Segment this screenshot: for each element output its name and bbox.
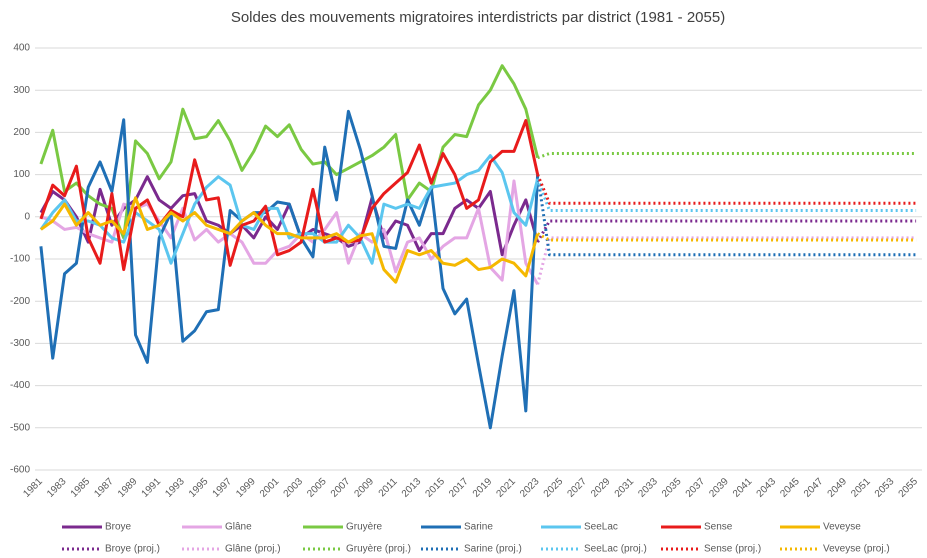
legend-label: Glâne: [225, 522, 252, 533]
legend-item: SeeLac: [541, 522, 618, 533]
legend-label: Veveyse (proj.): [823, 544, 890, 555]
legend-item: Veveyse (proj.): [780, 544, 890, 555]
legend-item: Sarine: [421, 522, 493, 533]
legend-item: Sense: [661, 522, 733, 533]
series-line: [39, 119, 540, 272]
legend-label: Gruyère (proj.): [346, 544, 411, 555]
legend-label: Broye (proj.): [105, 544, 160, 555]
y-tick-label: -300: [10, 338, 30, 349]
legend-item: Veveyse: [780, 522, 861, 533]
series-line: [536, 236, 917, 285]
legend-item: Glâne: [182, 522, 252, 533]
y-tick-label: -200: [10, 296, 30, 307]
legend-item: Broye: [62, 522, 132, 533]
chart-title: Soldes des mouvements migratoires interd…: [231, 9, 725, 26]
legend-label: Sense: [704, 522, 733, 533]
y-tick-label: 200: [13, 127, 30, 138]
legend-item: Glâne (proj.): [182, 544, 281, 555]
y-tick-label: 100: [13, 169, 30, 180]
series-line: [536, 178, 917, 212]
legend-item: Gruyère: [303, 522, 383, 533]
legend-item: Broye (proj.): [62, 544, 160, 555]
legend-item: SeeLac (proj.): [541, 544, 647, 555]
series-line: [536, 232, 917, 242]
series-line: [39, 109, 540, 430]
series-line: [537, 152, 917, 160]
legend-label: Sarine: [464, 522, 493, 533]
y-tick-label: -400: [10, 380, 30, 391]
legend-item: Gruyère (proj.): [303, 544, 411, 555]
legend-label: SeeLac (proj.): [584, 544, 647, 555]
legend-label: Glâne (proj.): [225, 544, 281, 555]
y-tick-label: 400: [13, 43, 30, 54]
y-tick-label: 0: [24, 211, 30, 222]
series-line: [39, 64, 540, 240]
legend-label: SeeLac: [584, 522, 618, 533]
y-tick-label: -500: [10, 422, 30, 433]
y-tick-label: -100: [10, 254, 30, 265]
series-line: [40, 179, 539, 286]
legend-item: Sense (proj.): [661, 544, 761, 555]
y-tick-label: 300: [13, 85, 30, 96]
legend-label: Sense (proj.): [704, 544, 761, 555]
series-line: [536, 219, 917, 243]
legend-item: Sarine (proj.): [421, 544, 522, 555]
legend-label: Broye: [105, 522, 132, 533]
legend-label: Sarine (proj.): [464, 544, 522, 555]
legend-label: Gruyère: [346, 522, 383, 533]
series-line: [40, 196, 540, 284]
y-tick-label: -600: [10, 465, 30, 476]
series-line: [39, 154, 540, 265]
legend-label: Veveyse: [823, 522, 861, 533]
